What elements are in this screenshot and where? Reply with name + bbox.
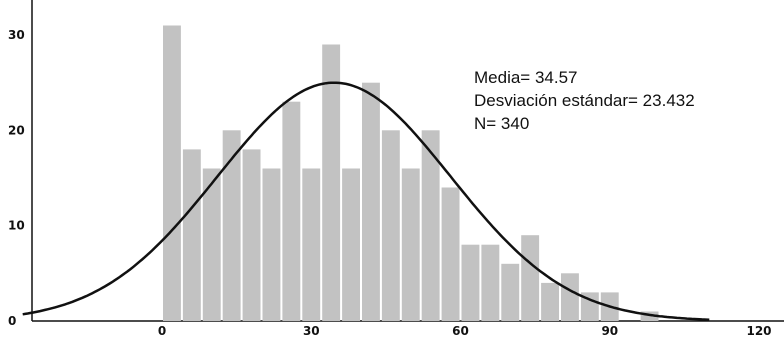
y-tick-label: 30 bbox=[8, 28, 25, 42]
normal-curve bbox=[22, 81, 710, 321]
histogram-bar bbox=[421, 130, 440, 321]
histogram-bar bbox=[481, 244, 500, 321]
histogram-bar bbox=[461, 244, 480, 321]
histogram-bar bbox=[580, 292, 599, 321]
histogram-bar bbox=[541, 282, 559, 321]
histogram-bar bbox=[381, 130, 400, 321]
histogram-bar bbox=[202, 168, 221, 321]
histogram-bar bbox=[282, 101, 301, 321]
y-tick-label: 0 bbox=[8, 314, 16, 328]
histogram-bar bbox=[501, 263, 520, 321]
histogram-bar bbox=[163, 25, 181, 321]
x-tick-label: 120 bbox=[746, 324, 771, 338]
n-label: N= 340 bbox=[474, 114, 529, 133]
histogram-bar bbox=[302, 168, 321, 321]
histogram-bar bbox=[561, 273, 579, 321]
mean-label: Media= 34.57 bbox=[474, 68, 578, 87]
sd-label: Desviación estándar= 23.432 bbox=[474, 91, 695, 110]
histogram-bar bbox=[441, 187, 460, 321]
x-tick-labels: 0 30 60 90 120 bbox=[158, 324, 772, 338]
histogram-bar bbox=[362, 82, 380, 321]
histogram-bar bbox=[262, 168, 281, 321]
histogram-bar bbox=[242, 149, 261, 321]
x-tick-label: 0 bbox=[158, 324, 166, 338]
x-tick-label: 90 bbox=[601, 324, 618, 338]
x-tick-label: 30 bbox=[303, 324, 320, 338]
x-tick-label: 60 bbox=[452, 324, 469, 338]
histogram-bar bbox=[342, 168, 360, 321]
y-tick-labels: 0 10 20 30 bbox=[8, 28, 25, 328]
y-tick-label: 10 bbox=[8, 219, 25, 233]
histogram-bar bbox=[182, 149, 201, 321]
histogram-bar bbox=[521, 235, 540, 321]
y-tick-label: 20 bbox=[8, 123, 25, 137]
histogram-bar bbox=[401, 168, 420, 321]
histogram-bar bbox=[222, 130, 241, 321]
histogram-bar bbox=[322, 44, 341, 321]
histogram-bars bbox=[163, 25, 659, 321]
histogram-bar bbox=[640, 311, 659, 321]
stats-box: Media= 34.57 Desviación estándar= 23.432… bbox=[474, 68, 695, 133]
